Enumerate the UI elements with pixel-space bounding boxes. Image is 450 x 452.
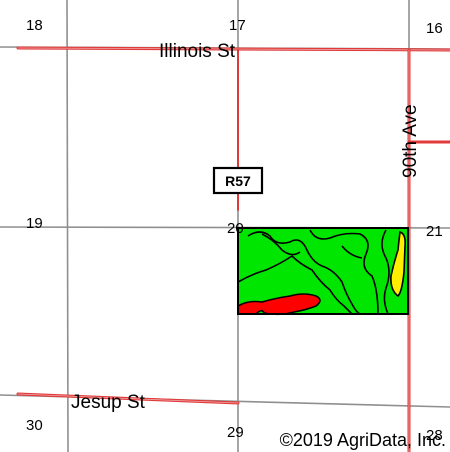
section-19: 19 <box>26 215 43 232</box>
section-16: 16 <box>426 20 443 37</box>
grid-line-west <box>67 0 68 452</box>
route-shield-label: R57 <box>225 173 251 189</box>
section-29: 29 <box>227 424 244 441</box>
route-shield: R57 <box>214 168 262 193</box>
section-20: 20 <box>227 220 244 237</box>
label-illinois-st: Illinois St <box>159 41 236 62</box>
section-17: 17 <box>229 17 246 34</box>
section-21: 21 <box>426 223 443 240</box>
label-90th-ave: 90th Ave <box>400 104 421 178</box>
label-jesup-st: Jesup St <box>71 392 146 413</box>
section-18: 18 <box>26 17 43 34</box>
section-30: 30 <box>26 417 43 434</box>
field-parcel <box>238 228 408 314</box>
copyright-text: ©2019 AgriData, Inc. <box>280 430 446 450</box>
